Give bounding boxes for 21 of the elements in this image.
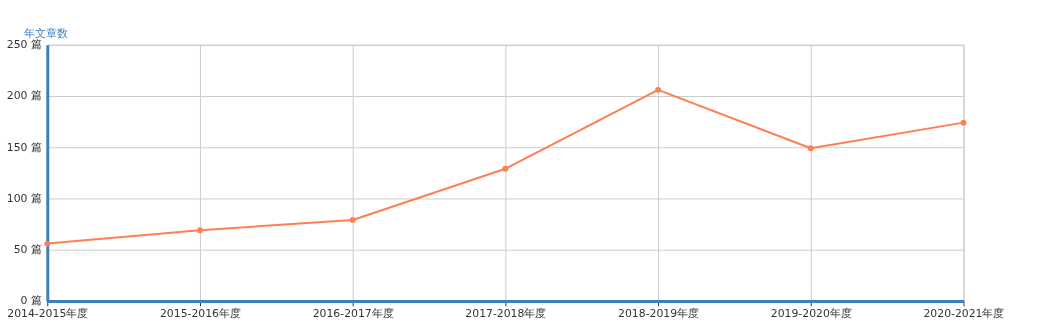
x-tick-label: 2019-2020年度	[770, 307, 852, 321]
x-tick-label: 2020-2021年度	[923, 307, 1005, 321]
x-tick-label: 2016-2017年度	[312, 307, 394, 321]
point	[197, 227, 203, 234]
x-tick-label: 2018-2019年度	[618, 307, 700, 321]
y-axis-title: 年文章数	[23, 26, 68, 40]
y-tick-label: 250 篇	[6, 38, 42, 52]
y-tick-label: 50 篇	[13, 243, 42, 257]
point	[349, 217, 356, 223]
point	[807, 145, 814, 152]
x-tick-label: 2014-2015年度	[7, 307, 89, 321]
y-tick-label: 200 篇	[6, 89, 42, 103]
point	[960, 119, 967, 126]
y-tick-label: 0 篇	[20, 294, 42, 308]
y-tick-label: 100 篇	[6, 191, 42, 205]
x-tick-label: 2015-2016年度	[159, 307, 241, 321]
point	[44, 240, 51, 247]
x-tick-label: 2017-2018年度	[465, 307, 547, 321]
point	[655, 86, 662, 93]
point	[502, 165, 509, 172]
y-tick-label: 150 篇	[6, 140, 42, 154]
